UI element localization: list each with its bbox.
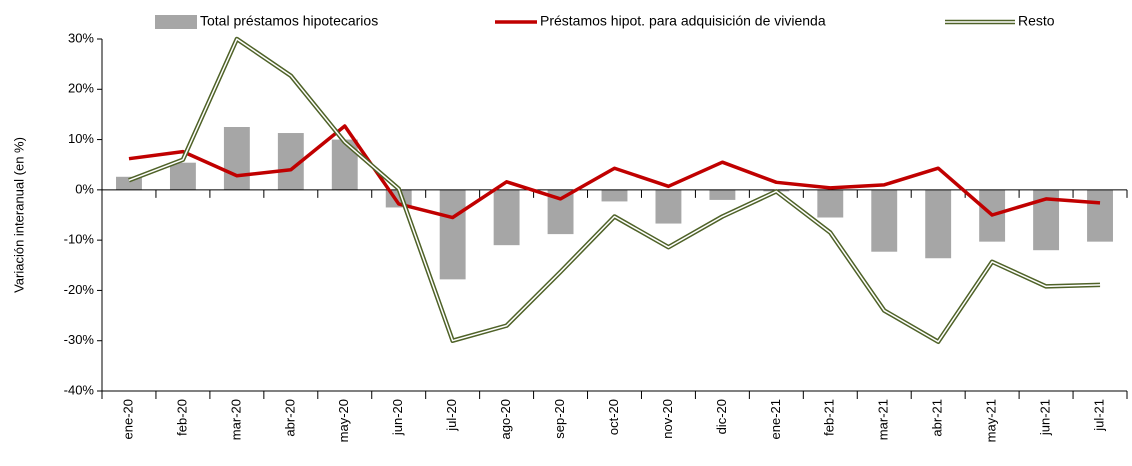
- x-tick-label: oct-20: [606, 399, 621, 435]
- bar: [817, 189, 844, 218]
- line-series-inner: [128, 38, 1101, 343]
- y-axis-label: Variación interanual (en %): [11, 137, 26, 293]
- y-tick-label: 30%: [68, 30, 94, 45]
- x-tick-label: jun-21: [1038, 399, 1053, 436]
- x-tick-label: dic-20: [714, 399, 729, 434]
- x-tick-label: jul-21: [1091, 399, 1106, 432]
- x-tick-label: may-21: [984, 399, 999, 442]
- bar: [655, 189, 682, 224]
- bar: [223, 127, 250, 190]
- y-tick-label: -20%: [64, 282, 95, 297]
- y-tick-label: 20%: [68, 81, 94, 96]
- y-tick-label: 10%: [68, 131, 94, 146]
- x-tick-label: ene-20: [120, 399, 135, 439]
- legend-swatch: [155, 15, 197, 29]
- x-tick-label: jul-20: [444, 399, 459, 432]
- x-tick-label: ago-20: [498, 399, 513, 439]
- x-tick-label: ene-21: [768, 399, 783, 439]
- line-series: [128, 124, 1101, 220]
- x-tick-label: abr-21: [930, 399, 945, 437]
- x-tick-label: feb-20: [174, 399, 189, 436]
- legend-label: Préstamos hipot. para adquisición de viv…: [540, 13, 826, 29]
- bar: [169, 162, 196, 190]
- y-tick-label: 0%: [75, 181, 94, 196]
- x-tick-label: mar-20: [228, 399, 243, 440]
- y-tick-label: -30%: [64, 332, 95, 347]
- y-tick-label: -10%: [64, 232, 95, 247]
- legend-label: Resto: [1018, 13, 1055, 29]
- bar: [493, 189, 520, 246]
- bar: [601, 189, 628, 202]
- x-tick-label: jun-20: [390, 399, 405, 436]
- x-tick-label: sep-20: [552, 399, 567, 439]
- y-tick-label: -40%: [64, 382, 95, 397]
- legend-label: Total préstamos hipotecarios: [200, 13, 378, 29]
- x-tick-label: nov-20: [660, 399, 675, 439]
- bar: [709, 189, 736, 200]
- bar: [439, 189, 466, 280]
- bar: [871, 189, 898, 252]
- x-tick-label: may-20: [336, 399, 351, 442]
- bar: [1087, 189, 1113, 242]
- x-tick-label: mar-21: [876, 399, 891, 440]
- x-tick-label: feb-21: [822, 399, 837, 436]
- x-tick-label: abr-20: [282, 399, 297, 437]
- bar: [925, 189, 952, 259]
